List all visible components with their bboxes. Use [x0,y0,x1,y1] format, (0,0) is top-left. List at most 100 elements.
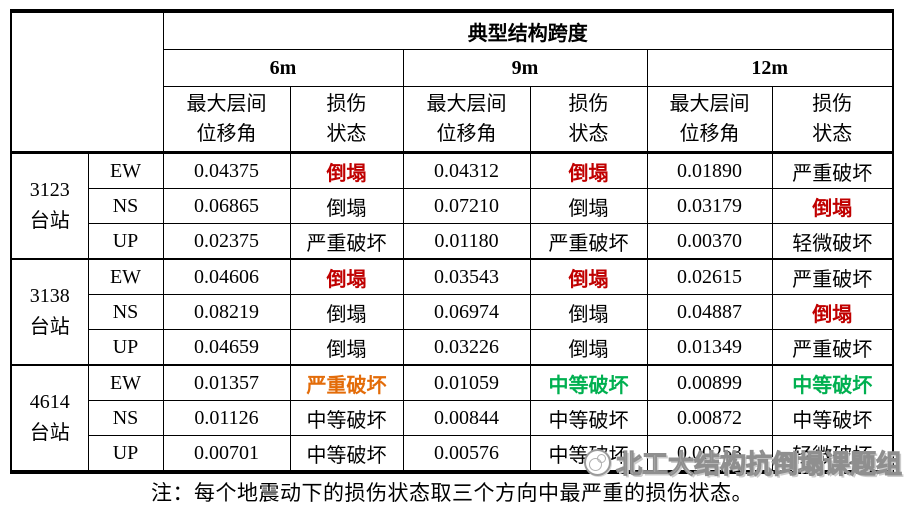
drift-header-line2: 位移角 [196,123,257,145]
damage-header-line2: 状态 [326,123,367,145]
span-title-cell: 典型结构跨度 [162,10,894,50]
station-id: 3138 [29,285,70,307]
header-row-span-title: 典型结构跨度 [10,10,894,153]
damage-9m-cell: 倒塌 [529,329,648,366]
station-cell-3123: 3123 台站 [10,151,89,260]
direction-cell: UP [87,435,164,473]
drift-6m-cell: 0.04375 [162,151,291,189]
table-row: NS 0.01126 中等破坏 0.00844 中等破坏 0.00872 中等破… [11,400,894,436]
drift-9m-cell: 0.01059 [402,364,531,401]
damage-state: 严重破坏 [792,162,873,185]
damage-12m-cell: 轻微破坏 [771,435,894,473]
damage-state: 倒塌 [568,162,609,185]
direction-cell: EW [87,364,164,401]
table-row: UP 0.00701 中等破坏 0.00576 中等破坏 0.00253 轻微破… [11,435,894,473]
damage-state: 中等破坏 [306,444,387,467]
damage-state: 倒塌 [326,338,367,361]
damage-12m-cell: 严重破坏 [771,329,894,366]
drift-9m-cell: 0.01180 [402,223,531,260]
drift-header-6m: 最大层间 位移角 [162,86,291,153]
damage-9m-cell: 倒塌 [529,151,648,189]
damage-12m-cell: 严重破坏 [771,151,894,189]
damage-state: 倒塌 [812,303,853,326]
damage-state: 倒塌 [326,197,367,220]
drift-header-line1: 最大层间 [426,93,507,115]
damage-9m-cell: 中等破坏 [529,400,648,436]
damage-6m-cell: 严重破坏 [289,364,404,401]
drift-6m-cell: 0.04659 [162,329,291,366]
drift-12m-cell: 0.01349 [646,329,773,366]
drift-12m-cell: 0.00253 [646,435,773,473]
corner-cell [10,10,164,153]
drift-6m-cell: 0.00701 [162,435,291,473]
drift-header-9m: 最大层间 位移角 [402,86,531,153]
station-suffix: 台站 [29,422,70,444]
damage-state: 倒塌 [812,197,853,220]
damage-state: 中等破坏 [306,409,387,432]
drift-header-line2: 位移角 [679,123,740,145]
damage-state: 中等破坏 [792,374,873,397]
drift-9m-cell: 0.00576 [402,435,531,473]
direction-cell: UP [87,223,164,260]
damage-state: 严重破坏 [548,232,629,255]
drift-12m-cell: 0.00370 [646,223,773,260]
station-suffix: 台站 [29,316,70,338]
damage-6m-cell: 倒塌 [289,188,404,224]
damage-6m-cell: 倒塌 [289,294,404,330]
direction-cell: NS [87,294,164,330]
drift-6m-cell: 0.01126 [162,400,291,436]
drift-9m-cell: 0.06974 [402,294,531,330]
drift-6m-cell: 0.04606 [162,258,291,295]
direction-cell: UP [87,329,164,366]
damage-6m-cell: 中等破坏 [289,435,404,473]
damage-12m-cell: 中等破坏 [771,400,894,436]
damage-state: 倒塌 [568,268,609,291]
span-12m-cell: 12m [646,49,894,87]
drift-9m-cell: 0.07210 [402,188,531,224]
damage-6m-cell: 严重破坏 [289,223,404,260]
damage-state: 严重破坏 [792,338,873,361]
damage-header-line1: 损伤 [326,93,367,115]
damage-state: 严重破坏 [792,268,873,291]
drift-6m-cell: 0.08219 [162,294,291,330]
damage-header-9m: 损伤 状态 [529,86,648,153]
damage-6m-cell: 倒塌 [289,151,404,189]
damage-state: 严重破坏 [306,232,387,255]
station-cell-4614: 4614 台站 [10,364,89,473]
damage-state: 倒塌 [568,197,609,220]
watermark: 北工大结构抗倒塌课题组 [584,444,903,481]
damage-state: 严重破坏 [306,374,387,397]
table-body: 3123 台站 EW 0.04375 倒塌 0.04312 倒塌 0.01890… [10,151,894,473]
damage-state: 倒塌 [568,338,609,361]
drift-12m-cell: 0.03179 [646,188,773,224]
drift-6m-cell: 0.06865 [162,188,291,224]
damage-6m-cell: 倒塌 [289,329,404,366]
direction-cell: NS [87,188,164,224]
damage-header-line2: 状态 [568,123,609,145]
damage-header-6m: 损伤 状态 [289,86,404,153]
damage-12m-cell: 倒塌 [771,294,894,330]
station-id: 4614 [29,391,70,413]
damage-header-line1: 损伤 [568,93,609,115]
station-cell-3138: 3138 台站 [10,258,89,366]
damage-12m-cell: 严重破坏 [771,258,894,295]
drift-header-line1: 最大层间 [669,93,750,115]
watermark-text: 北工大结构抗倒塌课题组 [615,450,903,480]
damage-12m-cell: 倒塌 [771,188,894,224]
table-footnote: 注：每个地震动下的损伤状态取三个方向中最严重的损伤状态。 [151,481,753,505]
damage-state: 轻微破坏 [792,232,873,255]
table-row: 3138 台站 EW 0.04606 倒塌 0.03543 倒塌 0.02615… [10,258,894,366]
damage-9m-cell: 倒塌 [529,188,648,224]
header-row-span-values: 6m 9m 12m [11,49,894,87]
damage-header-line1: 损伤 [812,93,853,115]
table-row: 4614 台站 EW 0.01357 严重破坏 0.01059 中等破坏 0.0… [10,364,894,473]
span-6m-cell: 6m [162,49,404,87]
research-group-logo-icon [584,449,611,476]
table-row: NS 0.08219 倒塌 0.06974 倒塌 0.04887 倒塌 [11,294,894,330]
damage-9m-cell: 严重破坏 [529,223,648,260]
damage-6m-cell: 倒塌 [289,258,404,295]
damage-state: 倒塌 [326,303,367,326]
damage-state: 倒塌 [326,268,367,291]
damage-state: 中等破坏 [792,409,873,432]
drift-6m-cell: 0.01357 [162,364,291,401]
